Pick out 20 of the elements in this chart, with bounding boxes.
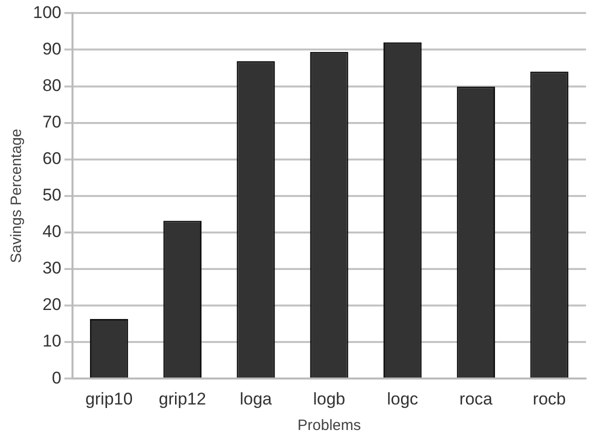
y-tick-label: 10	[42, 332, 62, 351]
y-tick-label: 40	[42, 222, 62, 242]
y-tick-label: 90	[42, 39, 62, 58]
x-tick-label: grip10	[85, 389, 133, 408]
y-tick-label: 0	[52, 368, 62, 388]
x-tick-label: rocb	[532, 389, 566, 408]
y-tick-label: 60	[42, 149, 62, 168]
y-axis-title: Savings Percentage	[8, 128, 26, 264]
y-tick-label: 50	[42, 186, 62, 205]
x-tick-label: loga	[240, 389, 272, 408]
y-tick-label: 30	[42, 258, 62, 278]
y-tick-label: 80	[42, 76, 62, 95]
x-tick-label: roca	[459, 389, 494, 408]
y-tick-label: 100	[32, 2, 62, 22]
y-tick-label: 20	[42, 295, 62, 314]
x-tick-label: logc	[386, 389, 419, 408]
x-axis-title: Problems	[298, 417, 361, 434]
x-tick-label: logb	[313, 389, 346, 408]
x-tick-label: grip12	[158, 389, 206, 408]
y-tick-label: 70	[42, 112, 62, 132]
